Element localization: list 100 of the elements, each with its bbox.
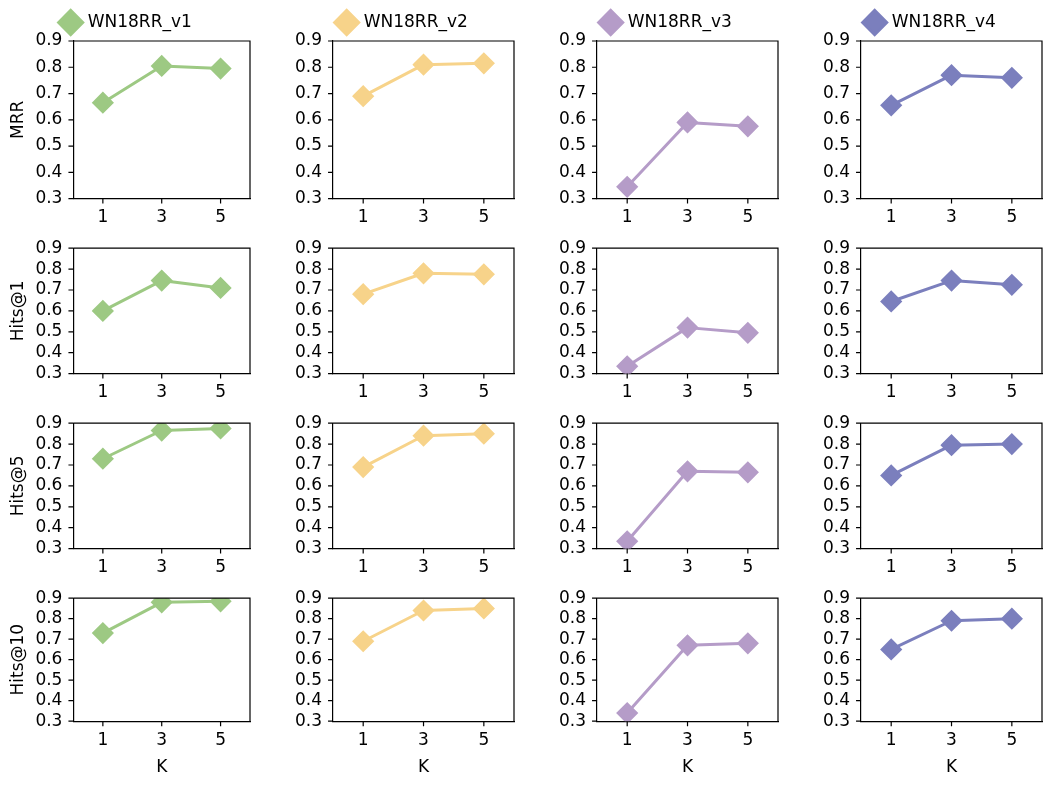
y-tick-label: 0.7: [822, 627, 851, 648]
y-tick-label: 0.9: [558, 586, 587, 607]
x-tick-label: 1: [357, 206, 369, 227]
legend-label: WN18RR_v2: [363, 10, 468, 32]
y-tick-label: 0.6: [294, 299, 323, 320]
y-tick-label: 0.8: [558, 257, 587, 278]
x-tick-label: 5: [742, 206, 754, 227]
point: [473, 263, 495, 285]
y-tick-label: 0.3: [294, 362, 323, 383]
y-tick-label: 0.4: [294, 516, 323, 537]
y-tick-label: 0.6: [822, 648, 851, 669]
point: [413, 54, 435, 76]
point: [880, 291, 902, 312]
x-tick-label: 3: [418, 728, 429, 749]
point: [677, 634, 699, 656]
y-tick-label: 0.4: [35, 160, 63, 181]
x-tick-label: 1: [97, 381, 109, 402]
y-tick-label: 0.7: [294, 81, 323, 102]
x-tick-label: 5: [742, 381, 754, 402]
y-tick-label: 0.3: [822, 187, 851, 208]
y-tick-label: 0.8: [558, 607, 587, 628]
y-tick-label: 0.7: [558, 627, 587, 648]
y-tick-label: 0.9: [558, 29, 587, 50]
point: [880, 638, 902, 660]
point: [352, 85, 374, 107]
legend-label: WN18RR_v3: [627, 10, 732, 32]
y-tick-label: 0.6: [558, 648, 587, 669]
x-tick-label: 5: [742, 556, 754, 577]
x-tick-label: 3: [682, 556, 693, 577]
point: [413, 262, 435, 284]
point: [151, 270, 173, 292]
y-tick-label: 0.9: [294, 29, 323, 50]
y-tick-label: 0.8: [35, 432, 63, 453]
y-tick-label: 0.8: [558, 432, 587, 453]
point: [941, 434, 963, 456]
y-tick-label: 0.6: [35, 648, 63, 669]
x-tick-label: 3: [682, 728, 693, 749]
point: [473, 423, 495, 445]
y-tick-label: 0.3: [822, 362, 851, 383]
x-tick-label: 1: [97, 206, 109, 227]
y-tick-label: 0.8: [822, 607, 851, 628]
point: [210, 58, 232, 80]
x-tick-label: 5: [1006, 728, 1018, 749]
y-tick-label: 0.5: [822, 320, 851, 341]
y-tick-label: 0.8: [294, 607, 323, 628]
y-tick-label: 0.4: [822, 516, 851, 537]
y-tick-label: 0.9: [294, 586, 323, 607]
y-axis-title: Hits@5: [6, 455, 27, 517]
x-tick-label: 3: [418, 206, 429, 227]
x-tick-label: 3: [418, 381, 429, 402]
point: [151, 55, 173, 77]
point: [92, 300, 114, 322]
y-tick-label: 0.8: [294, 55, 323, 76]
point: [737, 115, 759, 137]
y-tick-label: 0.9: [35, 411, 63, 432]
point: [737, 632, 759, 654]
y-tick-label: 0.8: [822, 432, 851, 453]
y-tick-label: 0.9: [294, 236, 323, 257]
y-tick-label: 0.6: [558, 474, 587, 495]
y-tick-label: 0.7: [294, 278, 323, 299]
y-tick-label: 0.6: [294, 108, 323, 129]
y-tick-label: 0.4: [35, 341, 63, 362]
y-tick-label: 0.8: [294, 432, 323, 453]
y-tick-label: 0.4: [558, 689, 587, 710]
y-tick-label: 0.4: [294, 160, 323, 181]
y-tick-label: 0.5: [35, 668, 63, 689]
y-tick-label: 0.3: [35, 362, 63, 383]
y-tick-label: 0.5: [35, 495, 63, 516]
x-tick-label: 5: [478, 381, 490, 402]
y-tick-label: 0.4: [558, 341, 587, 362]
y-tick-label: 0.4: [822, 689, 851, 710]
x-tick-label: 5: [742, 728, 754, 749]
y-tick-label: 0.7: [35, 453, 63, 474]
point: [941, 610, 963, 632]
x-tick-label: 5: [478, 556, 490, 577]
point: [880, 94, 902, 116]
y-tick-label: 0.8: [35, 607, 63, 628]
x-tick-label: 1: [357, 728, 369, 749]
y-tick-label: 0.6: [35, 474, 63, 495]
x-tick-label: 1: [621, 381, 633, 402]
y-tick-label: 0.3: [294, 187, 323, 208]
point: [210, 277, 232, 299]
x-tick-label: 3: [156, 206, 168, 227]
y-tick-label: 0.8: [558, 55, 587, 76]
y-tick-label: 0.7: [822, 278, 851, 299]
x-tick-label: 3: [682, 381, 693, 402]
y-tick-label: 0.9: [822, 236, 851, 257]
y-tick-label: 0.9: [35, 236, 63, 257]
x-tick-label: 5: [215, 206, 226, 227]
point: [473, 52, 495, 74]
point: [352, 456, 374, 478]
y-tick-label: 0.7: [558, 278, 587, 299]
x-tick-label: 1: [885, 728, 897, 749]
y-tick-label: 0.7: [35, 627, 63, 648]
y-tick-label: 0.5: [822, 495, 851, 516]
y-tick-label: 0.4: [294, 689, 323, 710]
point: [1001, 433, 1023, 455]
y-tick-label: 0.7: [822, 81, 851, 102]
y-tick-label: 0.9: [35, 29, 63, 50]
x-tick-label: 5: [478, 728, 490, 749]
